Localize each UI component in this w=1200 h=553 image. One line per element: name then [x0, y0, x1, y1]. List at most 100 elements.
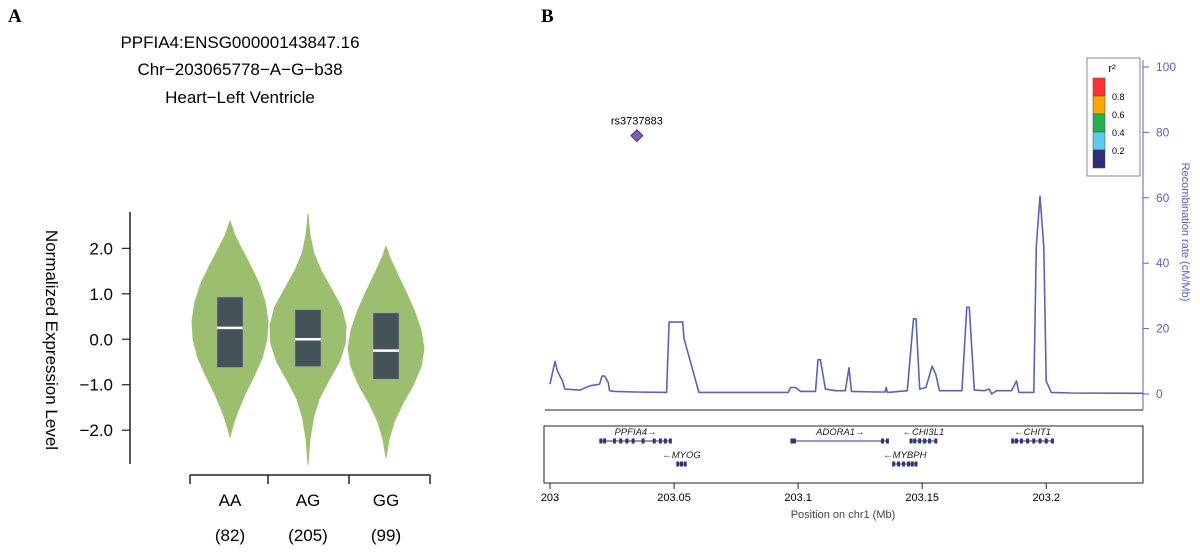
gene-exon-MYBPH-4 [910, 461, 914, 467]
recomb-y-tick-label-1: 20 [1156, 322, 1170, 336]
panel-a-title-gene: PPFIA4:ENSG00000143847.16 [120, 33, 359, 52]
panel-a-title-variant: Chr−203065778−A−G−b38 [137, 60, 342, 79]
gene-exon-CHIT1-1 [1014, 438, 1018, 444]
snp-layer: rs3737883 [611, 116, 663, 143]
panel-b-letter: B [541, 6, 554, 27]
gene-exon-CHI3L1-4 [928, 438, 932, 444]
gene-exon-PPFIA4-10 [668, 438, 672, 444]
gene-exon-CHIT1-7 [1050, 438, 1054, 444]
gene-MYBPH: ←MYBPH [883, 450, 927, 467]
gene-exon-PPFIA4-1 [603, 438, 607, 444]
gene-exon-PPFIA4-4 [625, 438, 629, 444]
violin-box-AA [216, 296, 244, 368]
recomb-rate-line [549, 195, 1144, 395]
r2-legend-swatch-3 [1092, 131, 1106, 151]
gene-PPFIA4: PPFIA4→ [599, 427, 672, 444]
x-tick-label-0: 203 [541, 492, 559, 504]
gene-exon-ADORA1-1 [792, 438, 796, 444]
panel-a-letter: A [8, 6, 22, 27]
recomb-y-tick-label-5: 100 [1156, 60, 1176, 74]
violin-GG [347, 245, 425, 458]
r2-legend-label-0: 0.8 [1112, 92, 1125, 102]
gene-exon-PPFIA4-6 [641, 438, 645, 444]
violin-y-tick-label-1: 1.0 [89, 285, 113, 304]
violin-category-label-AA: AA [219, 491, 242, 510]
gene-exon-PPFIA4-5 [631, 438, 635, 444]
gene-label-PPFIA4: PPFIA4→ [614, 427, 656, 438]
recomb-y-tick-label-2: 40 [1156, 256, 1170, 270]
gene-label-ADORA1: ADORA1→ [815, 427, 865, 438]
violin-AG [269, 213, 347, 465]
r2-legend-title: r² [1108, 63, 1116, 75]
gene-label-MYBPH: ←MYBPH [883, 450, 926, 461]
violin-category-label-AG: AG [296, 491, 321, 510]
gene-track: PPFIA4→ ←MYOG ADORA1→ ←CHI3L1 ←MYBPH ←CHIT1 [599, 427, 1054, 467]
panel-b: B 0 20 40 60 80 100 Recombination rate (cM/Mb… [541, 6, 1191, 521]
snp-marker [630, 129, 644, 143]
recomb-line-group [549, 195, 1144, 395]
gene-exon-PPFIA4-3 [619, 438, 623, 444]
panel-a-title-tissue: Heart−Left Ventricle [165, 88, 315, 107]
gene-CHI3L1: ←CHI3L1 [903, 427, 944, 444]
violin-y-tick-label-2: 0.0 [89, 330, 113, 349]
violin-y-tick-label-4: −2.0 [79, 421, 113, 440]
r2-legend-label-3: 0.2 [1112, 146, 1125, 156]
gene-exon-MYBPH-1 [897, 461, 901, 467]
violin-y-ticks: 2.0 1.0 0.0 −1.0 −2.0 [79, 239, 130, 440]
gene-exon-PPFIA4-8 [658, 438, 662, 444]
violin-y-tick-label-0: 2.0 [89, 239, 113, 258]
violin-AA [191, 220, 269, 438]
gene-exon-MYBPH-0 [892, 461, 896, 467]
r2-legend-label-1: 0.6 [1112, 110, 1125, 120]
violin-y-tick-label-3: −1.0 [79, 376, 113, 395]
gene-exon-MYOG-2 [683, 461, 687, 467]
violin-plot [191, 213, 425, 465]
r2-legend: r² 0.8 0.6 0.4 0.2 [1086, 57, 1141, 177]
violin-count-label-AG: (205) [288, 526, 328, 545]
gene-exon-CHIT1-6 [1044, 438, 1048, 444]
recomb-y-axis-label: Recombination rate (cM/Mb) [1179, 163, 1191, 302]
gene-ADORA1: ADORA1→ [790, 427, 889, 444]
violin-category-label-GG: GG [373, 491, 399, 510]
gene-label-CHIT1: ←CHIT1 [1014, 427, 1051, 438]
gene-exon-CHI3L1-1 [913, 438, 917, 444]
gene-exon-CHI3L1-2 [918, 438, 922, 444]
violin-count-label-AA: (82) [215, 526, 245, 545]
gene-label-MYOG: ←MYOG [662, 450, 701, 461]
recomb-y-ticks: 0 20 40 60 80 100 [1143, 60, 1176, 401]
gene-exon-MYBPH-5 [914, 461, 918, 467]
snp-label: rs3737883 [611, 116, 663, 128]
x-tick-label-2: 203.1 [784, 492, 812, 504]
panel-a: A PPFIA4:ENSG00000143847.16 Chr−20306577… [8, 6, 431, 545]
x-ticks: 203 203.05 203.1 203.15 203.2 [541, 483, 1060, 504]
gene-CHIT1: ←CHIT1 [1011, 427, 1054, 444]
gene-exon-CHIT1-2 [1019, 438, 1023, 444]
gene-exon-CHIT1-4 [1032, 438, 1036, 444]
r2-legend-swatch-0 [1092, 77, 1106, 97]
recomb-y-tick-label-3: 60 [1156, 191, 1170, 205]
violin-y-axis-label: Normalized Expression Level [42, 230, 61, 450]
gene-exon-MYBPH-3 [907, 461, 911, 467]
gene-exon-ADORA1-0 [790, 438, 794, 444]
x-axis-label: Position on chr1 (Mb) [791, 509, 896, 521]
recomb-y-tick-label-0: 0 [1156, 387, 1163, 401]
gene-exon-CHIT1-5 [1038, 438, 1042, 444]
gene-exon-PPFIA4-2 [613, 438, 617, 444]
gene-exon-PPFIA4-9 [663, 438, 667, 444]
violin-box-GG [372, 312, 400, 380]
r2-legend-label-2: 0.4 [1112, 128, 1125, 138]
gene-exon-CHI3L1-0 [909, 438, 913, 444]
violin-count-label-GG: (99) [371, 526, 401, 545]
gene-exon-PPFIA4-7 [652, 438, 656, 444]
gene-exon-ADORA1-2 [880, 438, 884, 444]
gene-exon-MYOG-1 [680, 461, 684, 467]
gene-exon-CHIT1-0 [1011, 438, 1015, 444]
recomb-y-tick-label-4: 80 [1156, 125, 1170, 139]
r2-legend-swatch-4 [1092, 149, 1106, 169]
r2-legend-swatch-2 [1092, 113, 1106, 133]
x-tick-label-3: 203.15 [905, 492, 939, 504]
gene-exon-MYBPH-2 [902, 461, 906, 467]
gene-exon-CHI3L1-3 [923, 438, 927, 444]
gene-exon-ADORA1-3 [885, 438, 889, 444]
